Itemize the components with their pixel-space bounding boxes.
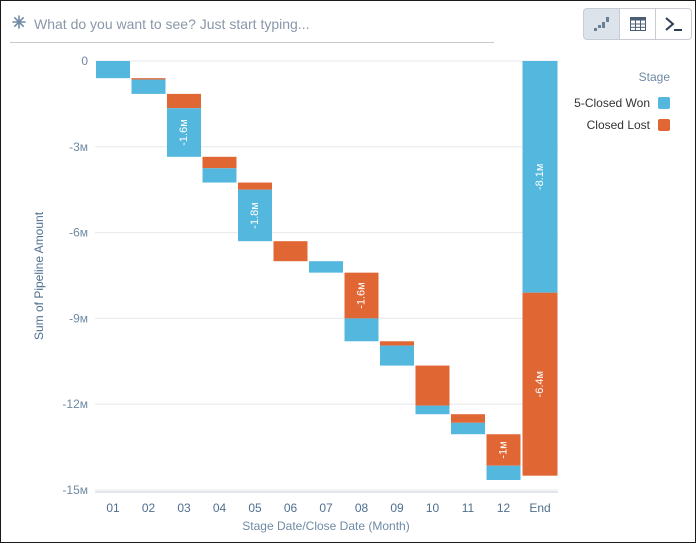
table-view-icon <box>629 17 646 31</box>
console-icon <box>664 17 682 31</box>
table-view-button[interactable] <box>619 8 656 40</box>
chart-view-icon <box>593 17 609 31</box>
search-input[interactable] <box>34 14 484 34</box>
sparkle-icon <box>12 15 26 29</box>
console-button[interactable] <box>655 8 692 40</box>
search-bar[interactable] <box>10 10 494 43</box>
chart-view-button[interactable] <box>583 8 620 40</box>
view-toolbar <box>583 8 692 40</box>
